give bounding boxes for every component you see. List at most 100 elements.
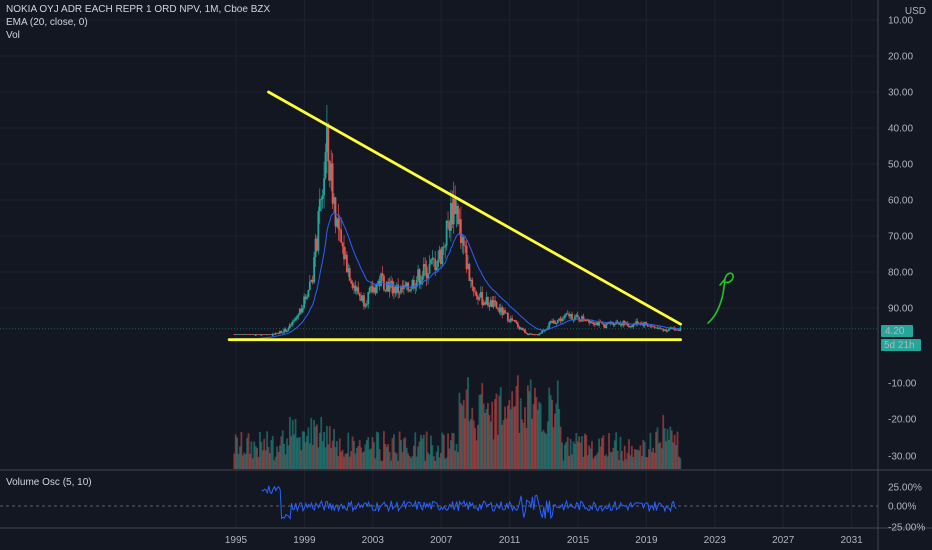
candle-body	[388, 282, 391, 292]
chart-title[interactable]: NOKIA OYJ ADR EACH REPR 1 ORD NPV, 1M, C…	[6, 4, 271, 15]
volume-bar	[320, 416, 323, 469]
volume-bar	[582, 456, 585, 469]
candle-body	[370, 286, 372, 288]
candle-body	[404, 285, 407, 288]
volume-bar	[414, 432, 417, 469]
volume-bar	[498, 395, 501, 469]
osc-legend[interactable]: Volume Osc (5, 10)	[6, 477, 92, 488]
candle-body	[326, 124, 328, 153]
candle-body	[355, 287, 358, 292]
candle-body	[468, 264, 471, 281]
price-axis[interactable]: 90.00 80.00 70.00 60.00 50.00 40.00 30.00 20.00…	[888, 16, 925, 534]
volume-bar	[343, 456, 345, 469]
candle-body	[652, 326, 655, 328]
time-tick-label: 2015	[567, 535, 590, 546]
candle-body	[542, 330, 545, 332]
candle-body	[628, 325, 630, 328]
candle-body	[469, 279, 472, 281]
candle-body	[511, 318, 514, 321]
time-tick-label: 2003	[362, 535, 385, 546]
candle-body	[528, 334, 531, 336]
volume-bar	[546, 421, 549, 469]
candle-body	[663, 329, 666, 331]
candle-body	[286, 330, 288, 332]
candle-body	[630, 325, 633, 327]
volume-bar	[430, 435, 432, 469]
price-tick-label: 30.00	[888, 88, 913, 99]
candle-body	[442, 246, 445, 248]
candle-body	[367, 292, 370, 304]
candle-body	[585, 320, 588, 322]
candle-body	[636, 321, 639, 325]
candle-body	[371, 286, 374, 293]
volume-bar	[573, 443, 576, 469]
volume-bar	[526, 385, 529, 469]
candle-body	[378, 281, 381, 286]
volume-bar	[448, 448, 451, 469]
volume-bar	[472, 420, 475, 469]
candle-body	[288, 324, 291, 328]
candle-body	[313, 257, 315, 283]
candle-body	[583, 320, 586, 321]
volume-bar	[355, 448, 358, 469]
volume-bar	[552, 427, 555, 469]
volume-bar	[454, 450, 457, 469]
candle-body	[425, 266, 428, 279]
candle-body	[357, 287, 360, 294]
candle-body	[452, 198, 455, 225]
candle-body	[612, 323, 615, 326]
candle-body	[236, 334, 239, 335]
candle-body	[337, 218, 340, 229]
volume-bar	[391, 438, 394, 469]
volume-bar	[615, 432, 618, 469]
volume-bar	[554, 413, 556, 469]
candle-body	[373, 287, 375, 293]
volume-bar	[440, 452, 442, 469]
volume-bar	[569, 438, 572, 469]
volume-bar	[284, 454, 287, 469]
volume-bar	[497, 434, 499, 469]
candle-body	[348, 268, 351, 281]
candle-body	[432, 258, 435, 260]
candle-body	[666, 330, 669, 332]
candle-body	[343, 246, 345, 260]
volume-bar	[256, 447, 258, 469]
volume-bar	[471, 407, 474, 469]
vol-legend[interactable]: Vol	[6, 30, 20, 41]
volume-bar	[652, 447, 655, 469]
candle-body	[552, 320, 555, 323]
volume-bar	[300, 450, 303, 469]
trendlines[interactable]	[227, 90, 682, 342]
candle-body	[445, 220, 448, 246]
candle-body	[391, 280, 394, 294]
candle-body	[538, 333, 541, 336]
candle-body	[387, 281, 390, 292]
ema-legend[interactable]: EMA (20, close, 0)	[6, 17, 88, 28]
volume-bar	[565, 441, 568, 469]
candle-body	[434, 259, 437, 271]
candle-body	[467, 264, 469, 270]
candle-body	[573, 316, 576, 320]
candle-body	[662, 328, 665, 331]
candle-body	[509, 318, 512, 322]
volume-bar	[544, 432, 546, 469]
volume-bar	[317, 447, 320, 469]
candle-body	[347, 268, 350, 273]
volume-bar	[462, 400, 465, 469]
time-tick-label: 2019	[635, 535, 658, 546]
volume-bar	[412, 445, 415, 469]
volume-bar	[484, 412, 486, 469]
volume-bar	[293, 434, 296, 469]
volume-bar	[528, 391, 531, 469]
volume-bar	[559, 426, 562, 469]
time-axis[interactable]: 1995 1999 2003 2007 2011 2015 2019 2023 2027 2031	[225, 535, 863, 546]
volume-bar	[331, 440, 334, 469]
volume-bar	[514, 406, 516, 469]
volume-bar	[314, 426, 317, 469]
candle-body	[558, 318, 561, 321]
volume-bar	[257, 457, 260, 469]
price-tick-label: 20.00	[888, 52, 913, 63]
candle-body	[482, 302, 485, 305]
volume-bar	[290, 436, 293, 469]
